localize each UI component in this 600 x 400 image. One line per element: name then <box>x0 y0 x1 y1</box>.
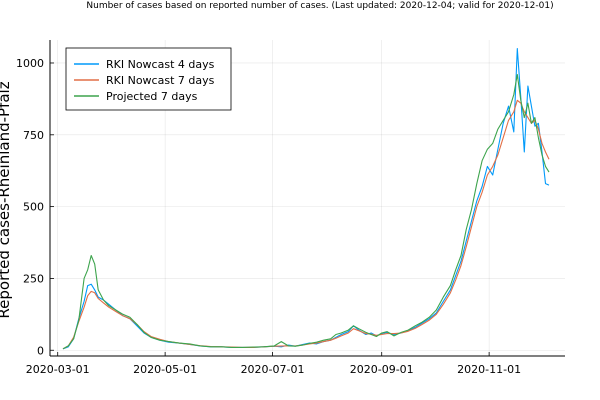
y-tick-label: 500 <box>23 201 44 214</box>
x-tick-label: 2020-07-01 <box>241 363 305 376</box>
x-tick-label: 2020-09-01 <box>350 363 414 376</box>
x-tick-label: 2020-03-01 <box>26 363 90 376</box>
y-axis-ticks: 0 250 500 750 1000 <box>16 57 54 357</box>
legend-label: RKI Nowcast 4 days <box>106 58 215 71</box>
legend-label: RKI Nowcast 7 days <box>106 74 215 87</box>
series-line-projected-7-days <box>62 73 550 350</box>
y-tick-label: 1000 <box>16 57 44 70</box>
legend-box <box>65 47 232 111</box>
series-lines <box>62 48 550 350</box>
chart-title: Number of cases based on reported number… <box>86 1 553 11</box>
series-line-rki-nowcast-7-days <box>62 99 550 350</box>
x-tick-label: 2020-05-01 <box>133 363 197 376</box>
x-tick-label: 2020-11-01 <box>457 363 521 376</box>
x-axis-ticks: 2020-03-01 2020-05-01 2020-07-01 2020-09-01… <box>26 352 521 376</box>
y-tick-label: 0 <box>37 344 44 357</box>
y-axis-label: Reported cases-Rheinland-Pfalz <box>0 81 13 318</box>
legend: RKI Nowcast 4 days RKI Nowcast 7 days Proj… <box>65 47 232 111</box>
y-tick-label: 750 <box>23 129 44 142</box>
axes <box>49 40 565 357</box>
legend-label: Projected 7 days <box>106 90 198 103</box>
y-tick-label: 250 <box>23 272 44 285</box>
